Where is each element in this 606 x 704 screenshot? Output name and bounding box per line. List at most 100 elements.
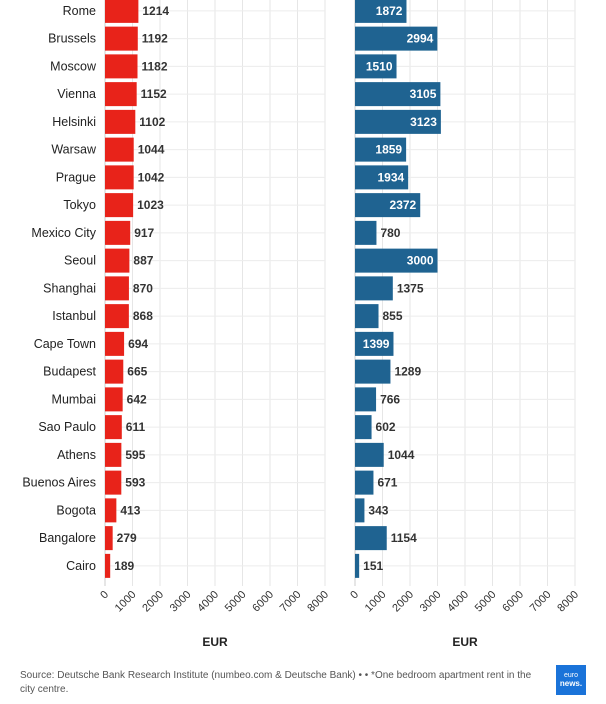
- tick-label: 3000: [168, 589, 194, 615]
- data-label: 671: [377, 476, 397, 490]
- data-label: 593: [125, 476, 145, 490]
- data-label: 1289: [394, 365, 421, 379]
- category-label: Istanbul: [52, 309, 96, 323]
- bar: [105, 0, 139, 23]
- tick-label: 8000: [305, 589, 331, 615]
- tick-label: 4000: [445, 589, 471, 615]
- bar: [105, 26, 138, 51]
- tick-label: 6000: [250, 589, 276, 615]
- tick-label: 7000: [528, 589, 554, 615]
- tick-label: 6000: [500, 589, 526, 615]
- data-label: 1375: [397, 281, 424, 295]
- data-label: 602: [376, 420, 396, 434]
- category-label: Warsaw: [51, 143, 97, 157]
- data-label: 1859: [375, 143, 402, 157]
- tick-label: 8000: [555, 589, 581, 615]
- data-label: 1023: [137, 198, 164, 212]
- tick-label: 5000: [223, 589, 249, 615]
- bar: [355, 220, 377, 245]
- logo-line1: euro: [563, 672, 578, 679]
- category-label: Mumbai: [52, 392, 96, 406]
- bar: [355, 276, 393, 301]
- bar: [105, 442, 122, 467]
- bar: [355, 442, 384, 467]
- data-label: 2994: [407, 32, 434, 46]
- source-note: Source: Deutsche Bank Research Institute…: [20, 670, 532, 695]
- bar: [355, 82, 441, 107]
- data-label: 887: [133, 254, 153, 268]
- bar: [355, 359, 391, 384]
- x-axis-title: EUR: [202, 635, 228, 649]
- bar: [355, 387, 377, 412]
- tick-label: 0: [348, 589, 361, 602]
- bar: [355, 54, 397, 79]
- data-label: 1152: [141, 87, 167, 101]
- category-label: Bangalore: [39, 531, 96, 545]
- data-label: 780: [380, 226, 400, 240]
- bar: [355, 0, 407, 23]
- category-label: Tokyo: [63, 198, 96, 212]
- bar: [355, 304, 379, 329]
- data-label: 1154: [391, 531, 417, 545]
- bar: [105, 498, 117, 523]
- category-label: Budapest: [43, 365, 96, 379]
- bar: [355, 165, 409, 190]
- data-label: 766: [380, 392, 400, 406]
- data-label: 611: [126, 420, 146, 434]
- data-label: 2372: [390, 198, 417, 212]
- tick-label: 0: [98, 589, 111, 602]
- bar: [105, 109, 136, 134]
- category-label: Mexico City: [31, 226, 96, 240]
- bar: [355, 553, 360, 578]
- category-label: Athens: [57, 448, 96, 462]
- tick-label: 3000: [418, 589, 444, 615]
- category-label: Vienna: [57, 87, 96, 101]
- category-label: Rome: [63, 4, 96, 18]
- data-label: 694: [128, 337, 148, 351]
- data-label: 3123: [410, 115, 437, 129]
- bar: [355, 248, 438, 273]
- bar: [105, 304, 129, 329]
- category-label: Cape Town: [34, 337, 96, 351]
- tick-label: 7000: [278, 589, 304, 615]
- tick-label: 2000: [390, 589, 416, 615]
- bar: [355, 26, 438, 51]
- bar: [105, 248, 130, 273]
- bar: [355, 526, 387, 551]
- bar: [105, 415, 122, 440]
- tick-label: 5000: [473, 589, 499, 615]
- data-label: 1044: [388, 448, 415, 462]
- data-label: 868: [133, 309, 153, 323]
- data-label: 855: [383, 309, 403, 323]
- data-label: 1399: [363, 337, 390, 351]
- category-label: Buenos Aires: [22, 476, 96, 490]
- data-label: 870: [133, 281, 153, 295]
- bar: [105, 54, 138, 79]
- tick-label: 1000: [363, 589, 389, 615]
- category-label: Shanghai: [43, 281, 96, 295]
- euronews-logo: euro news.: [556, 665, 586, 695]
- logo-line2: news.: [559, 679, 583, 688]
- data-label: 1510: [366, 59, 393, 73]
- bar: [105, 553, 111, 578]
- x-axis-title: EUR: [452, 635, 478, 649]
- tick-label: 4000: [195, 589, 221, 615]
- category-label: Cairo: [66, 559, 96, 573]
- bar: [105, 526, 113, 551]
- data-label: 1934: [377, 170, 404, 184]
- category-label: Seoul: [64, 254, 96, 268]
- tick-label: 2000: [140, 589, 166, 615]
- data-label: 3000: [407, 254, 434, 268]
- bar: [355, 193, 421, 218]
- bar: [105, 193, 134, 218]
- data-label: 665: [127, 365, 147, 379]
- bar: [105, 220, 131, 245]
- bar: [355, 498, 365, 523]
- data-label: 1182: [142, 59, 168, 73]
- category-label: Bogota: [56, 503, 96, 517]
- bar: [355, 137, 407, 162]
- bar: [355, 415, 372, 440]
- bar: [105, 359, 124, 384]
- category-label: Moscow: [50, 59, 97, 73]
